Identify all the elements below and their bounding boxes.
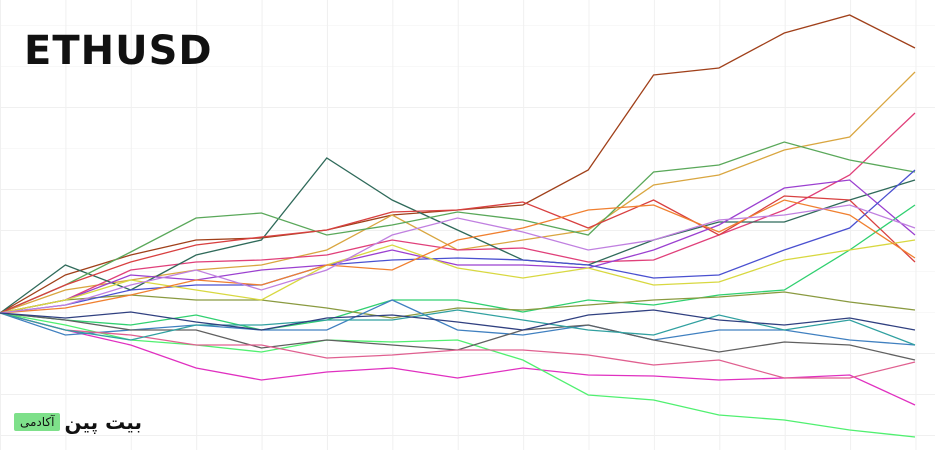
series-line bbox=[0, 199, 916, 314]
series-line bbox=[0, 71, 916, 314]
series-line bbox=[0, 299, 916, 346]
series-line bbox=[0, 112, 916, 314]
series-line bbox=[0, 291, 916, 319]
series-line bbox=[0, 141, 916, 314]
series-line bbox=[0, 309, 916, 331]
series-line bbox=[0, 179, 916, 314]
series-line bbox=[0, 204, 916, 331]
brand-name: بیت پین bbox=[64, 410, 142, 434]
series-line bbox=[0, 195, 916, 314]
chart-title: ETHUSD bbox=[24, 28, 213, 74]
brand-tag: آکادمی bbox=[14, 413, 61, 431]
logo: بیت پین آکادمی bbox=[14, 410, 142, 434]
series-line bbox=[0, 157, 916, 314]
series-line bbox=[0, 309, 916, 346]
series-line bbox=[0, 312, 916, 438]
series-line bbox=[0, 312, 916, 406]
series-line bbox=[0, 312, 916, 379]
series-line bbox=[0, 239, 916, 314]
series-line bbox=[0, 204, 916, 314]
series-line bbox=[0, 169, 916, 314]
